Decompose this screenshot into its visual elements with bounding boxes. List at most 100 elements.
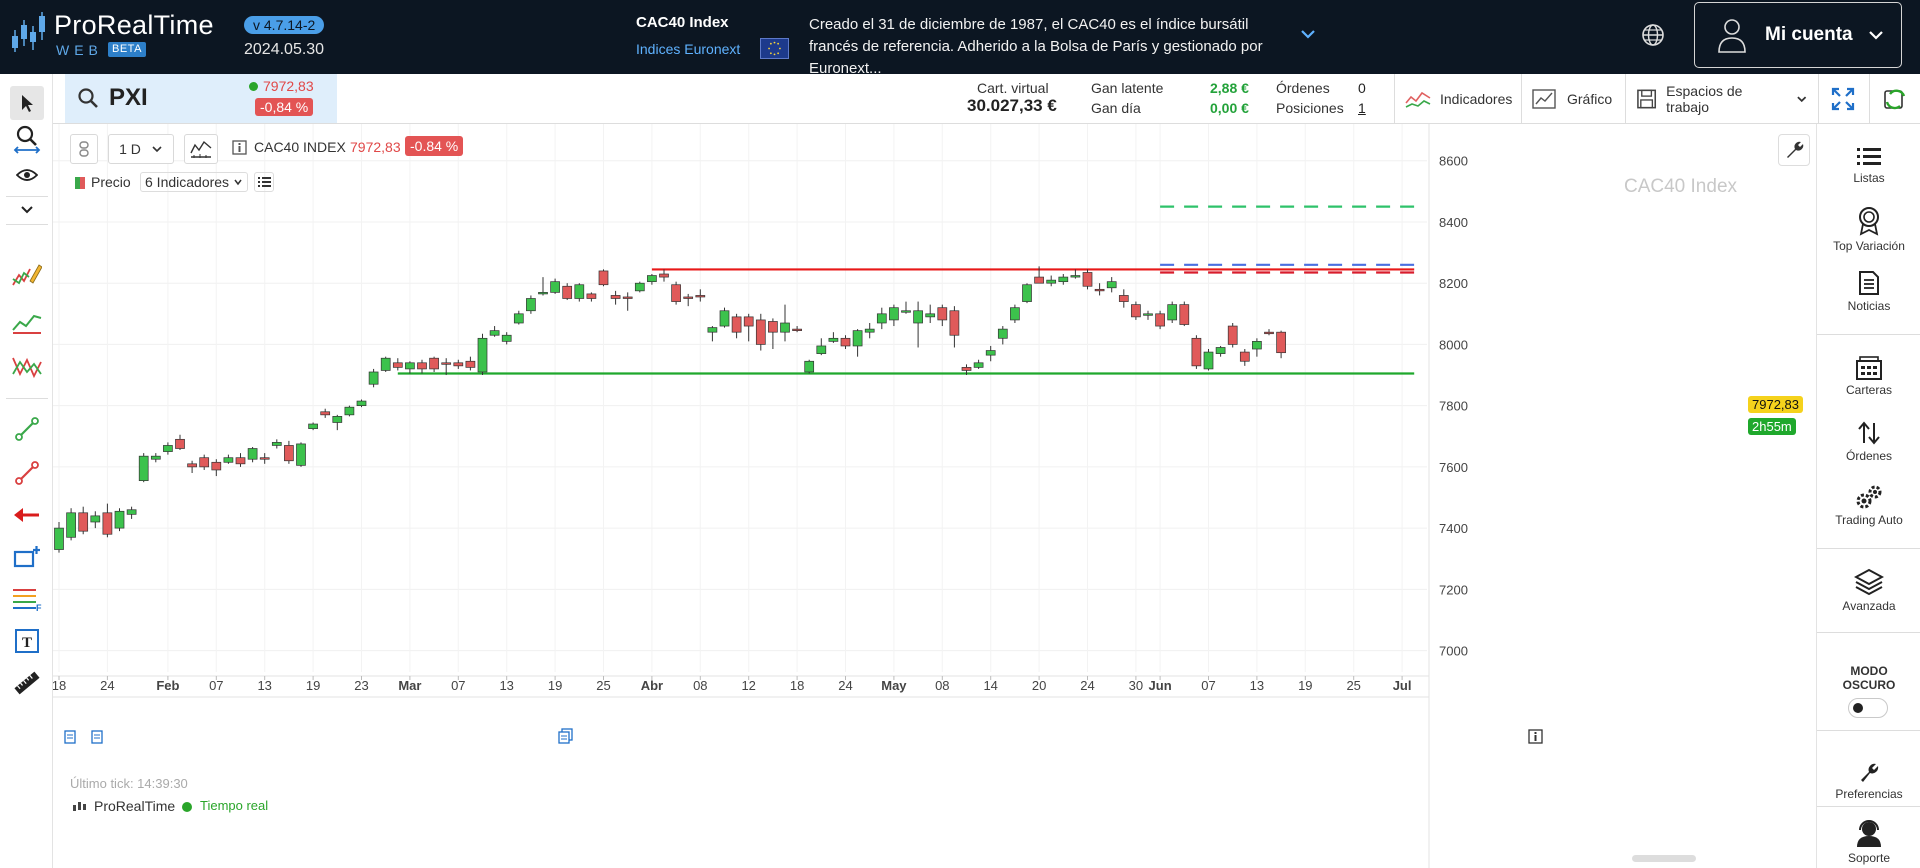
sidebar-item-news[interactable]: Noticias <box>1817 270 1920 313</box>
drawing-toolbar: F T <box>0 74 53 868</box>
instrument-name: CAC40 Index <box>636 14 729 31</box>
chart-button[interactable]: Gráfico <box>1521 74 1624 123</box>
price-chart[interactable]: 7000 7200 7400 7600 7800 8000 8200 8400 8600 18 24… <box>53 124 1816 868</box>
y-tick-label: 8000 <box>1439 337 1468 352</box>
right-sidebar: Listas Top Variación Noticias Carteras Ó… <box>1816 124 1920 868</box>
sidebar-item-support[interactable]: Soporte <box>1817 818 1920 865</box>
zoom-tool[interactable] <box>10 122 44 156</box>
x-tick-label: 30 <box>1129 678 1143 693</box>
line-tool[interactable] <box>10 456 44 490</box>
candle-body <box>864 328 875 333</box>
trendline-tool[interactable] <box>10 304 44 338</box>
sidebar-item-auto-trading[interactable]: Trading Auto <box>1817 484 1920 527</box>
layers-icon <box>1854 568 1884 596</box>
text-tool[interactable]: T <box>10 624 44 658</box>
news-icon[interactable] <box>64 730 76 744</box>
info-icon[interactable] <box>232 140 247 155</box>
candle-body <box>671 284 681 302</box>
candle-body <box>453 362 464 367</box>
fibonacci-tool[interactable]: F <box>10 582 44 616</box>
sidebar-item-portfolios[interactable]: Carteras <box>1817 356 1920 397</box>
chevron-down-icon[interactable] <box>1298 24 1318 44</box>
globe-icon[interactable] <box>1640 22 1666 48</box>
rectangle-tool[interactable] <box>10 540 44 574</box>
candle-body <box>1070 275 1081 278</box>
chart-settings-button[interactable] <box>1778 134 1810 166</box>
candle-body <box>54 527 64 550</box>
eu-flag-icon <box>760 38 789 59</box>
account-label: Mi cuenta <box>1765 24 1853 45</box>
chart-scrollbar[interactable] <box>1632 855 1696 862</box>
pattern-tool[interactable] <box>10 350 44 384</box>
x-tick-label: 13 <box>257 678 271 693</box>
positions-label: Posiciones <box>1276 100 1344 116</box>
dark-mode-label-2: OSCURO <box>1842 678 1896 692</box>
chart-icon <box>1532 88 1556 109</box>
measure-tool[interactable] <box>10 666 44 700</box>
svg-text:F: F <box>36 603 42 612</box>
sync-button[interactable] <box>1869 74 1920 123</box>
account-button[interactable]: Mi cuenta <box>1694 2 1902 68</box>
candle-body <box>949 310 960 336</box>
top-date: 2024.05.30 <box>244 41 325 58</box>
candle-body <box>852 330 863 347</box>
instrument-exchange[interactable]: Indices Euronext <box>636 41 741 57</box>
beta-badge: BETA <box>108 42 146 57</box>
logo-candles-icon <box>73 802 86 811</box>
sidebar-item-label: Trading Auto <box>1835 513 1903 527</box>
candle-body <box>816 345 827 354</box>
workspaces-button[interactable]: Espacios de trabajo <box>1625 74 1817 123</box>
x-tick-label: 24 <box>838 678 852 693</box>
arrow-tool[interactable] <box>10 498 44 532</box>
candle-body <box>235 457 246 465</box>
sidebar-item-advanced[interactable]: Avanzada <box>1817 568 1920 613</box>
candle-body <box>114 510 125 529</box>
dark-mode-toggle[interactable] <box>1848 698 1888 718</box>
sidebar-item-preferences[interactable]: Preferencias <box>1817 760 1920 801</box>
chevron-down-icon <box>21 206 33 214</box>
fullscreen-button[interactable] <box>1818 74 1868 123</box>
candle-body <box>441 362 452 365</box>
news-icon[interactable] <box>91 730 103 744</box>
logo-text: ProRealTime <box>54 10 214 40</box>
chart-change-badge: -0.84 % <box>405 136 464 156</box>
candle-body <box>622 296 633 299</box>
info-icon[interactable] <box>1528 729 1543 744</box>
candle-body <box>1131 304 1141 318</box>
chart-type-button[interactable] <box>184 134 218 164</box>
sidebar-item-lists[interactable]: Listas <box>1817 146 1920 185</box>
segment-tool[interactable] <box>10 412 44 446</box>
timeframe-select[interactable]: 1 D <box>108 134 174 164</box>
collapse-tools-button[interactable] <box>10 198 44 222</box>
orders-value[interactable]: 0 <box>1358 80 1366 96</box>
news-stack-icon[interactable] <box>558 728 574 744</box>
chevron-down-icon <box>1796 95 1806 102</box>
link-button[interactable] <box>70 134 98 164</box>
pattern-icon <box>12 357 42 379</box>
sidebar-item-orders[interactable]: Órdenes <box>1817 420 1920 463</box>
candle-body <box>380 357 391 371</box>
candle-body <box>1106 281 1117 289</box>
candle-body <box>187 463 197 468</box>
pointer-tool[interactable] <box>10 86 44 120</box>
award-icon <box>1859 207 1879 236</box>
sidebar-item-label: Top Variación <box>1833 239 1905 253</box>
version-badge: v 4.7.14-2 <box>244 16 325 34</box>
x-tick-label: 18 <box>790 678 804 693</box>
indicator-list-button[interactable] <box>254 172 274 192</box>
candle-body <box>138 455 149 482</box>
sidebar-item-top-variation[interactable]: Top Variación <box>1817 206 1920 253</box>
candle-body <box>973 362 984 368</box>
drawing-pencil-tool[interactable] <box>10 258 44 292</box>
positions-value[interactable]: 1 <box>1358 100 1366 116</box>
symbol-search[interactable]: PXI 7972,83 -0,84 % <box>65 74 337 123</box>
indicators-button[interactable]: Indicadores <box>1394 74 1520 123</box>
indicators-select[interactable]: 6 Indicadores <box>140 172 248 192</box>
visibility-tool[interactable] <box>10 158 44 192</box>
candlestick-chart[interactable]: 7000 7200 7400 7600 7800 8000 8200 8400 8600 18 24… <box>53 124 1816 868</box>
candle-body <box>66 512 76 538</box>
candle-body <box>1058 276 1069 283</box>
candle-body <box>126 509 137 515</box>
news-icon <box>1859 271 1879 295</box>
save-icon <box>1637 89 1657 108</box>
